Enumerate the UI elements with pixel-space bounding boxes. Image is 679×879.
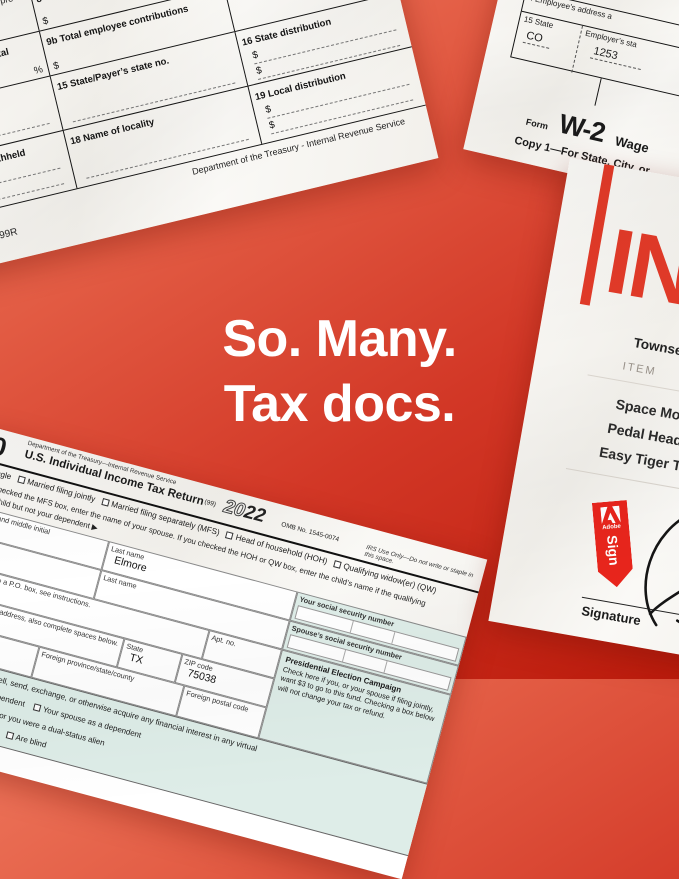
dollar-sign: $ [251,49,260,62]
w2-state-id-value: 1253 [589,44,645,71]
checkbox-icon [5,731,14,740]
sign-product-label: Sign [604,534,623,567]
checkbox-icon [225,531,234,540]
w2-state-box: f Employee’s address a 15 State CO Emplo… [510,0,679,114]
adobe-brand-label: Adobe [602,523,622,532]
adobe-sign-ribbon: Adobe Sign [592,500,634,589]
invoice: INVOICE Townsen ITEM Space Mon Pedal Hea… [488,158,679,673]
title-note: (99) [203,498,217,509]
w2-title-fragment: Wage [613,133,651,156]
w2-state-value: CO [522,29,552,49]
headline: So. Many. Tax docs. [0,307,679,438]
dollar-sign: $ [264,103,273,116]
dollar-sign: $ [254,65,263,78]
form-1040: 0 Department of the Treasury—Internal Re… [0,425,488,879]
headline-line-2: Tax docs. [223,375,456,434]
dollar-sign: $ [41,15,50,28]
checkbox-icon [32,703,42,712]
form-1099r: e pre ution (s) IRA/ SEP/ SIMPLE 8 Oth $… [0,0,439,275]
checkbox-icon [332,560,342,569]
signature-scribble [644,506,679,628]
adobe-logo-icon [600,506,620,525]
percent-sign: % [32,64,45,77]
w2-divider-tick [594,78,602,106]
state-value: TX [128,651,145,667]
checkbox-icon [16,475,26,485]
invoice-item: Easy Tiger T [598,443,679,474]
headline-line-1: So. Many. [222,309,457,368]
dollar-sign: $ [52,60,61,73]
checkbox-icon [100,497,110,507]
w2-form-name: W-2 [556,108,608,149]
form-number-fragment: 99R [0,226,19,242]
dollar-sign: $ [268,119,277,132]
w2-form-word: Form [524,116,550,132]
